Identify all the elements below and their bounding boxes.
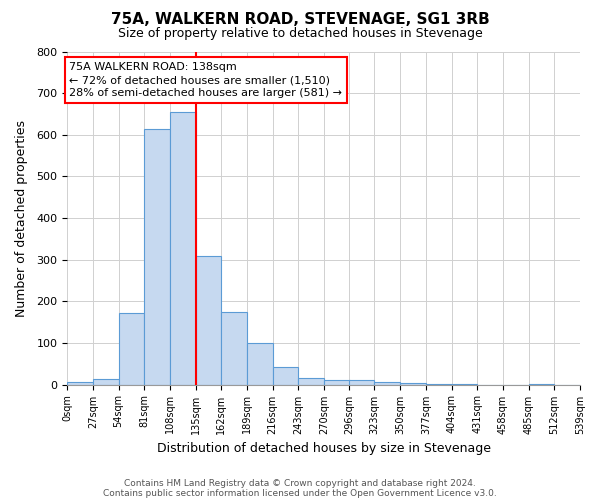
Bar (298, 378, 324, 384)
Bar (144, 128, 170, 384)
Bar (374, 382, 400, 384)
X-axis label: Distribution of detached houses by size in Stevenage: Distribution of detached houses by size … (157, 442, 491, 455)
Text: 75A, WALKERN ROAD, STEVENAGE, SG1 3RB: 75A, WALKERN ROAD, STEVENAGE, SG1 3RB (110, 12, 490, 28)
Bar (93, 379, 119, 384)
Bar (67, 382, 93, 384)
Bar (349, 380, 374, 384)
Bar (272, 367, 298, 384)
Bar (196, 256, 221, 384)
Text: Size of property relative to detached houses in Stevenage: Size of property relative to detached ho… (118, 28, 482, 40)
Y-axis label: Number of detached properties: Number of detached properties (15, 120, 28, 316)
Bar (221, 312, 247, 384)
Text: 75A WALKERN ROAD: 138sqm
← 72% of detached houses are smaller (1,510)
28% of sem: 75A WALKERN ROAD: 138sqm ← 72% of detach… (69, 62, 342, 98)
Text: Contains public sector information licensed under the Open Government Licence v3: Contains public sector information licen… (103, 488, 497, 498)
Text: Contains HM Land Registry data © Crown copyright and database right 2024.: Contains HM Land Registry data © Crown c… (124, 478, 476, 488)
Bar (247, 343, 272, 384)
Bar (119, 313, 144, 384)
Bar (324, 380, 350, 384)
Bar (170, 112, 196, 384)
